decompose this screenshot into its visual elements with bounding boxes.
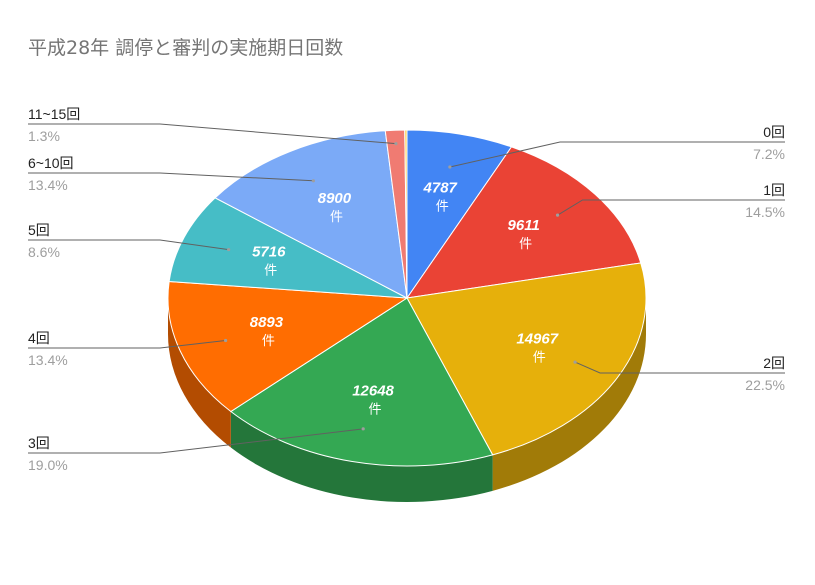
slice-side-4: [168, 298, 231, 448]
pie-slice-8: [404, 129, 408, 299]
leader-line-1: [557, 199, 785, 216]
slice-label-1: 1回: [763, 182, 785, 198]
pie-slice-6: [214, 130, 408, 299]
leader-dot-4: [224, 338, 228, 343]
slice-percent-5: 8.6%: [28, 244, 60, 260]
slice-percent-6: 13.4%: [28, 177, 68, 193]
slice-label-6: 6~10回: [28, 155, 74, 171]
pie-slice-0: [406, 129, 513, 300]
leader-dot-2: [573, 360, 577, 364]
value-unit-5: 件: [264, 263, 277, 278]
slice-label-0: 0回: [763, 124, 785, 140]
pie-slice-4: [167, 280, 409, 413]
slice-label-5: 5回: [28, 222, 50, 238]
slice-side-2: [492, 298, 646, 491]
leader-dot-5: [227, 247, 231, 252]
leader-dot-1: [555, 213, 560, 217]
slice-percent-1: 14.5%: [745, 204, 785, 220]
leader-line-3: [28, 428, 364, 454]
leader-line-7: [28, 123, 396, 145]
leader-line-6: [28, 172, 314, 182]
value-unit-4: 件: [262, 334, 275, 349]
slice-labels: 0回 7.2% 1回 14.5% 2回 22.5% 3回 19.0% 4回 13.4% 5回 8.6%…: [28, 106, 785, 473]
value-label-4: 8893: [250, 314, 284, 331]
slice-percent-4: 13.4%: [28, 352, 68, 368]
pie-slice-5: [168, 197, 408, 299]
value-unit-2: 件: [533, 351, 546, 366]
pie-slice-3: [229, 297, 494, 467]
leader-line-5: [28, 239, 229, 251]
slice-percent-2: 22.5%: [745, 377, 785, 393]
leader-dot-6: [311, 179, 315, 183]
slice-label-7: 11~15回: [28, 106, 80, 122]
leader-dot-7: [394, 142, 398, 146]
slice-side-3: [230, 411, 493, 503]
value-label-0: 4787: [423, 179, 458, 196]
value-label-5: 5716: [252, 243, 286, 260]
value-unit-3: 件: [369, 402, 382, 417]
leader-dot-3: [361, 427, 365, 431]
value-unit-6: 件: [330, 210, 343, 225]
slice-label-4: 4回: [28, 330, 50, 346]
value-labels: 4787 件 9611 件 14967 件 12648 件 8893 件 5716 件 8900 件: [250, 179, 559, 417]
leader-lines: [28, 123, 785, 454]
value-label-6: 8900: [318, 190, 352, 207]
slice-percent-0: 7.2%: [753, 146, 785, 162]
leader-dot-0: [448, 165, 452, 169]
slice-percent-7: 1.3%: [28, 128, 60, 144]
leader-line-4: [28, 340, 226, 349]
slice-label-2: 2回: [763, 355, 785, 371]
value-unit-0: 件: [436, 199, 449, 214]
slice-percent-3: 19.0%: [28, 457, 68, 473]
value-unit-1: 件: [519, 237, 532, 252]
value-label-2: 14967: [516, 331, 558, 348]
value-label-3: 12648: [352, 382, 394, 399]
leader-line-0: [449, 141, 785, 168]
leader-line-2: [574, 361, 785, 374]
chart-title: 平成28年 調停と審判の実施期日回数: [28, 37, 344, 59]
slice-label-3: 3回: [28, 435, 50, 451]
pie-slice-1: [405, 146, 642, 299]
pie-slices: [167, 129, 647, 467]
pie-sides: [168, 298, 646, 503]
value-label-1: 9611: [508, 217, 540, 234]
